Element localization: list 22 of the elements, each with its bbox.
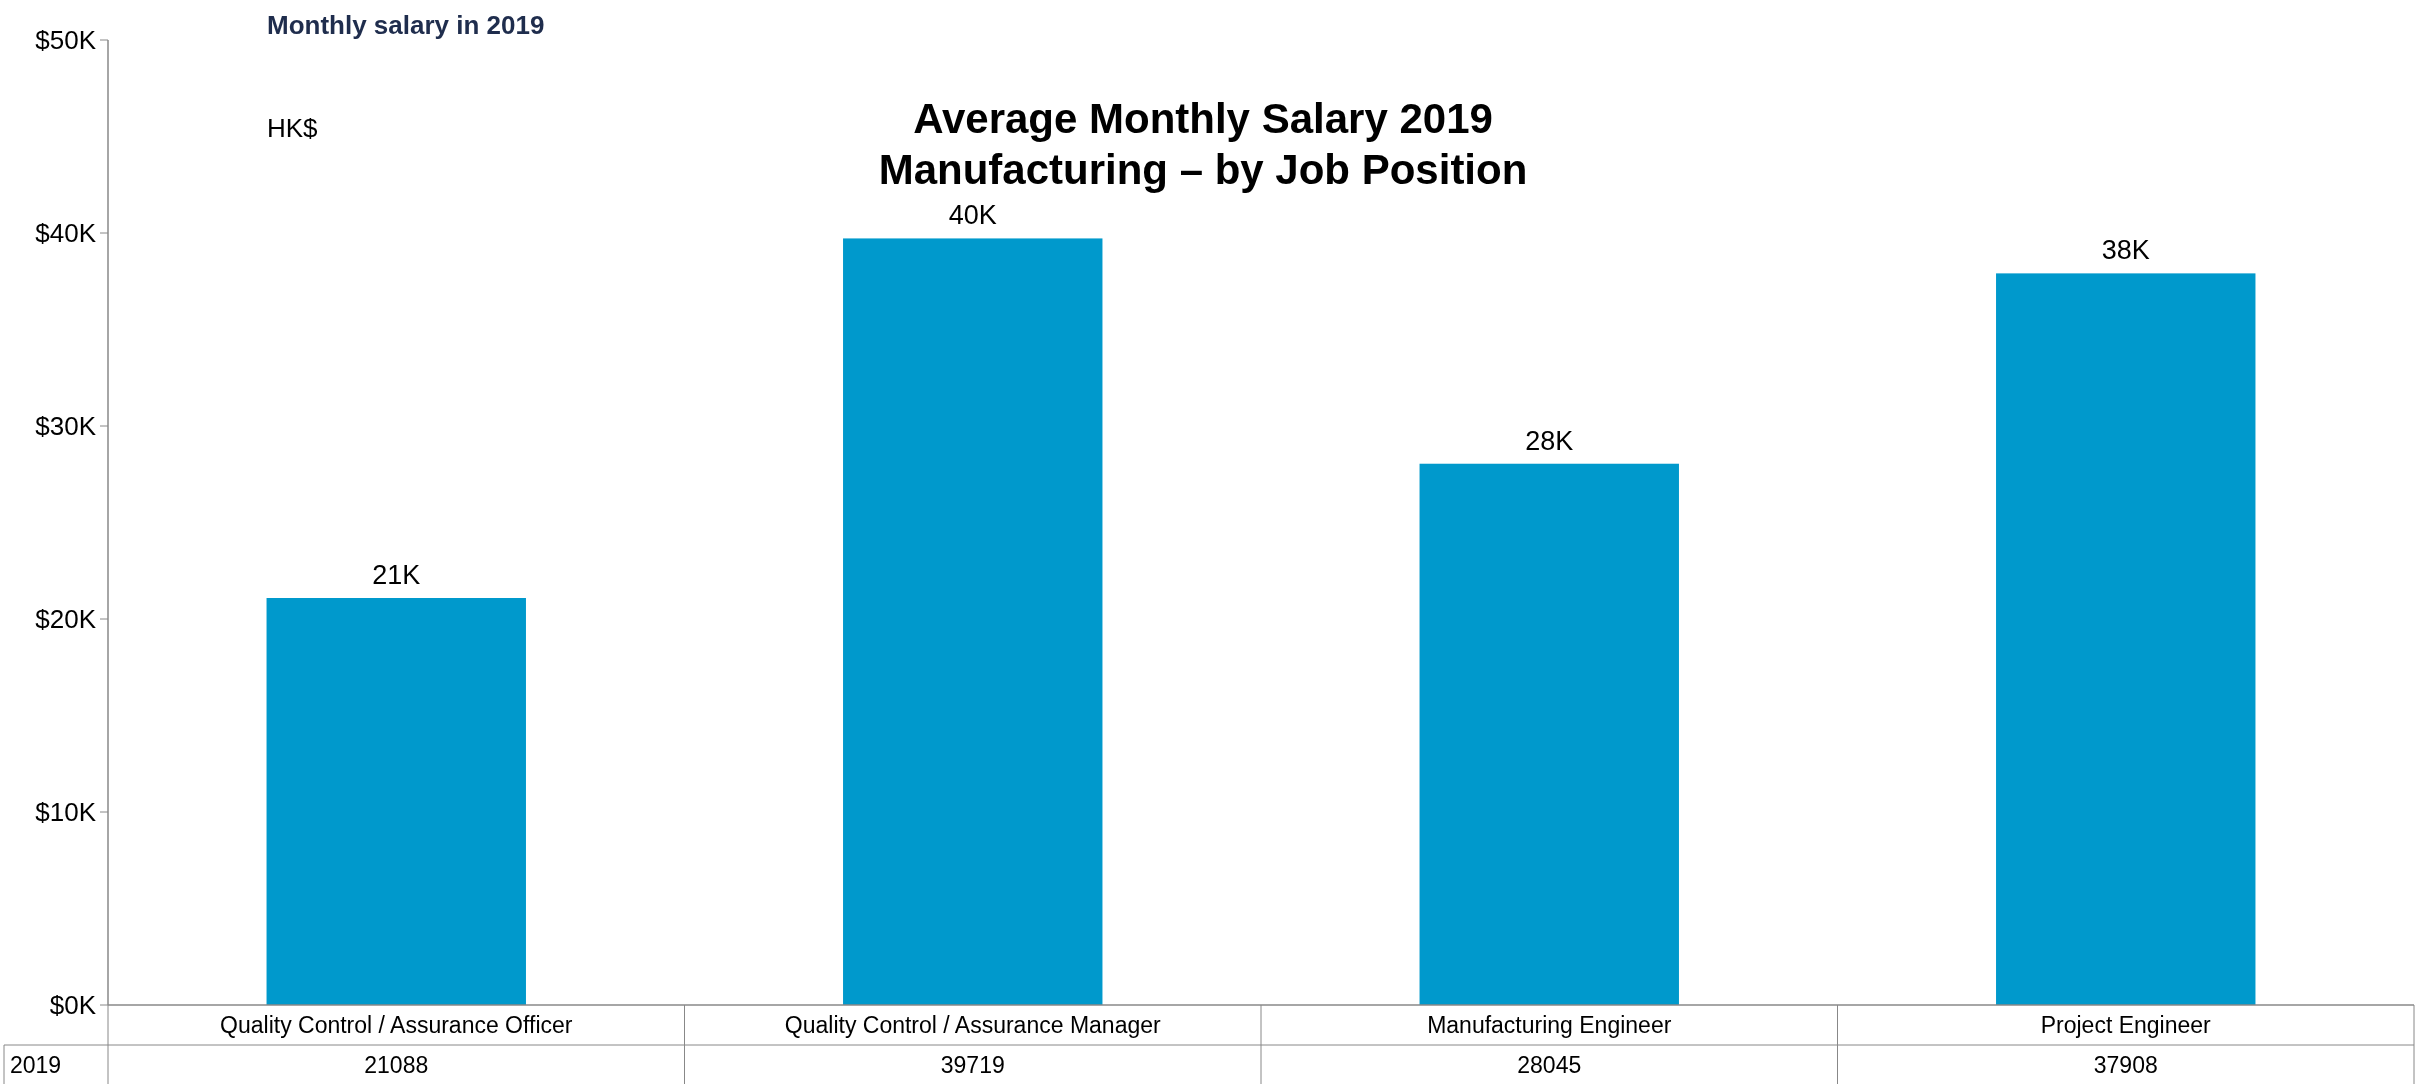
text: 2019	[10, 1052, 62, 1079]
y-tick-label: $10K	[35, 797, 97, 828]
x-tick-label: Quality Control / Assurance Manager	[784, 1012, 1162, 1039]
annotation: 38K	[2101, 235, 2150, 266]
data-label: 28045	[1517, 1052, 1582, 1079]
annotation: 28K	[1525, 425, 1574, 456]
data-label: 21088	[364, 1052, 429, 1079]
y-tick-label: $50K	[35, 25, 97, 56]
text: Average Monthly Salary 2019 Manufacturing – by Job Position	[878, 95, 1528, 193]
data-label: 37908	[2093, 1052, 2158, 1079]
y-tick-label: $0K	[49, 990, 97, 1021]
data-label: 39719	[940, 1052, 1005, 1079]
x-tick-label: Manufacturing Engineer	[1427, 1012, 1672, 1039]
x-tick-label: Quality Control / Assurance Officer	[220, 1012, 573, 1039]
y-axis-title: HK$	[267, 113, 319, 143]
chart-subtitle: Monthly salary in 2019	[267, 10, 545, 40]
y-tick-label: $20K	[35, 604, 97, 635]
annotation: 40K	[948, 200, 997, 231]
y-tick-label: $30K	[35, 411, 97, 442]
annotation: 21K	[372, 560, 421, 590]
x-tick-label: Project Engineer	[2040, 1012, 2212, 1039]
y-tick-label: $40K	[35, 218, 97, 249]
